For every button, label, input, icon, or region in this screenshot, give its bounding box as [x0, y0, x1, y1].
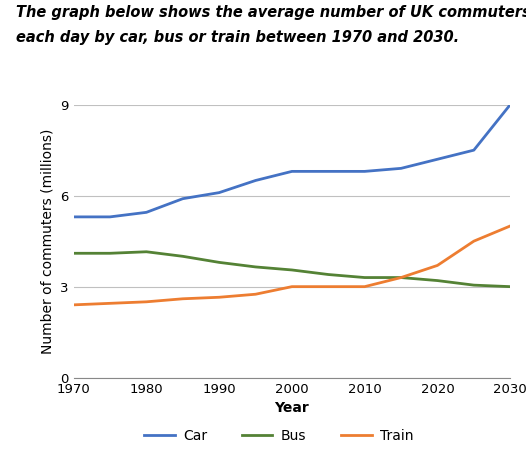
Bus	[252, 264, 259, 270]
Y-axis label: Number of commuters (millions): Number of commuters (millions)	[41, 128, 55, 354]
Car	[289, 169, 295, 174]
Bus	[70, 251, 77, 256]
Bus	[507, 284, 513, 289]
Bus	[143, 249, 149, 254]
Legend: Car, Bus, Train: Car, Bus, Train	[139, 423, 419, 448]
Car	[107, 214, 113, 220]
Train	[361, 284, 368, 289]
Train	[216, 294, 222, 300]
Car	[398, 166, 404, 171]
Train	[289, 284, 295, 289]
Train	[179, 296, 186, 302]
Text: each day by car, bus or train between 1970 and 2030.: each day by car, bus or train between 19…	[16, 30, 459, 45]
Bus	[179, 253, 186, 259]
Car	[143, 210, 149, 215]
Car	[325, 169, 331, 174]
Text: The graph below shows the average number of UK commuters travelling: The graph below shows the average number…	[16, 5, 526, 20]
Train	[107, 301, 113, 306]
Bus	[361, 275, 368, 280]
Bus	[107, 251, 113, 256]
Bus	[216, 260, 222, 265]
Car	[471, 147, 477, 153]
Bus	[434, 278, 441, 283]
Train	[70, 302, 77, 308]
Train	[143, 299, 149, 304]
Train	[325, 284, 331, 289]
Car	[361, 169, 368, 174]
Train	[471, 238, 477, 244]
X-axis label: Year: Year	[275, 401, 309, 415]
Train	[398, 275, 404, 280]
Bus	[398, 275, 404, 280]
Car	[434, 157, 441, 162]
Line: Train: Train	[74, 226, 510, 305]
Car	[507, 102, 513, 107]
Car	[179, 196, 186, 202]
Train	[434, 263, 441, 268]
Car	[252, 178, 259, 183]
Bus	[471, 283, 477, 288]
Bus	[325, 272, 331, 277]
Line: Bus: Bus	[74, 252, 510, 287]
Train	[252, 292, 259, 297]
Bus	[289, 267, 295, 273]
Line: Car: Car	[74, 105, 510, 217]
Train	[507, 223, 513, 229]
Car	[216, 190, 222, 195]
Car	[70, 214, 77, 220]
